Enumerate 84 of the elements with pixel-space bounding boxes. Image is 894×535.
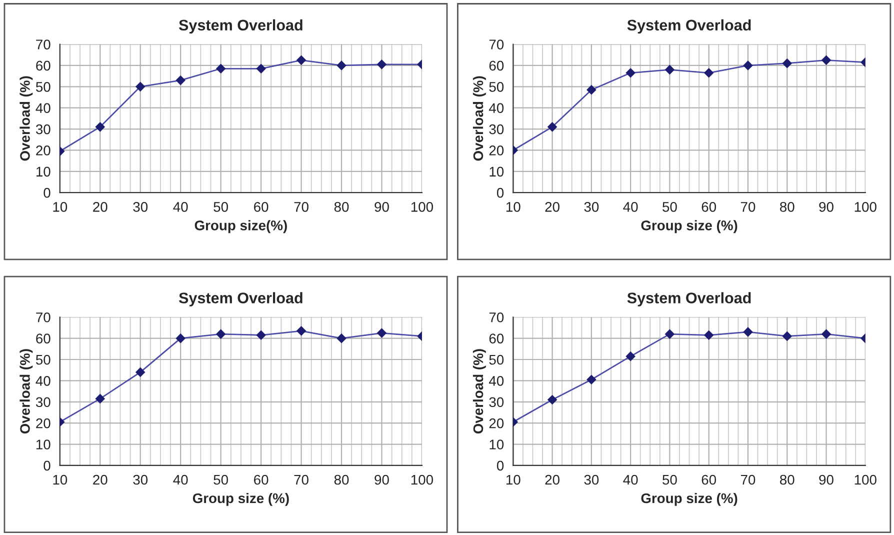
x-tick-label: 20	[545, 474, 560, 485]
x-tick-label: 90	[819, 474, 834, 485]
y-axis-title: Overload (%)	[20, 349, 33, 434]
y-tick-label: 60	[36, 334, 50, 344]
y-tick-label: 0	[496, 460, 504, 471]
x-tick-label: 80	[780, 474, 794, 485]
x-tick-label: 20	[93, 474, 108, 485]
y-tick-label: 10	[36, 440, 50, 450]
x-tick-label: 20	[93, 202, 108, 212]
y-tick-label: 60	[489, 60, 504, 71]
y-tick-label: 40	[36, 103, 50, 114]
y-tick-label: 20	[36, 146, 50, 156]
x-tick-label: 80	[780, 202, 794, 212]
y-tick-label: 20	[489, 418, 504, 428]
x-tick-label: 80	[334, 202, 349, 212]
x-tick-label: 10	[53, 474, 68, 485]
x-tick-label: 50	[662, 202, 677, 212]
x-tick-label: 70	[294, 202, 308, 212]
x-tick-label: 10	[506, 474, 520, 485]
y-axis-title: Overload (%)	[472, 349, 486, 434]
y-tick-label: 70	[36, 312, 50, 322]
y-tick-label: 0	[496, 188, 504, 198]
y-tick-label: 0	[44, 460, 50, 471]
x-tick-label: 40	[623, 474, 638, 485]
x-tick-label: 20	[545, 202, 560, 212]
x-axis-title: Group size (%)	[641, 492, 738, 506]
y-tick-label: 20	[489, 146, 504, 156]
y-tick-label: 20	[36, 418, 50, 428]
x-tick-label: 60	[702, 202, 716, 212]
x-tick-label: 100	[411, 202, 434, 212]
y-tick-label: 10	[490, 166, 504, 177]
y-tick-label: 40	[489, 376, 504, 386]
y-tick-label: 50	[489, 354, 504, 365]
y-tick-label: 10	[490, 440, 504, 450]
x-axis-title: Group size (%)	[192, 492, 289, 506]
x-tick-label: 60	[254, 474, 268, 485]
x-tick-label: 70	[740, 474, 756, 485]
x-tick-label: 30	[584, 474, 599, 485]
x-tick-label: 100	[411, 474, 434, 485]
x-tick-label: 60	[254, 202, 268, 212]
y-tick-label: 60	[36, 60, 50, 71]
y-tick-label: 50	[36, 82, 50, 92]
y-tick-label: 30	[36, 397, 50, 408]
x-axis-title: Group size(%)	[194, 220, 287, 234]
y-axis-title: Overload (%)	[472, 76, 486, 161]
y-tick-label: 70	[489, 312, 504, 322]
chart-title: System Overload	[627, 19, 751, 34]
x-tick-label: 40	[173, 474, 188, 485]
y-tick-label: 10	[36, 166, 50, 177]
x-tick-label: 100	[854, 474, 876, 485]
y-tick-label: 70	[36, 40, 50, 50]
x-tick-label: 10	[53, 202, 68, 212]
y-tick-label: 30	[489, 397, 504, 408]
y-tick-label: 60	[489, 334, 504, 344]
y-tick-label: 0	[44, 188, 50, 198]
x-tick-label: 30	[133, 202, 148, 212]
x-tick-label: 60	[702, 474, 716, 485]
y-tick-label: 70	[489, 40, 504, 50]
x-tick-label: 30	[584, 202, 599, 212]
x-tick-label: 70	[740, 202, 756, 212]
x-tick-label: 40	[173, 202, 188, 212]
chart-title: System Overload	[178, 19, 302, 34]
x-tick-label: 30	[133, 474, 148, 485]
x-tick-label: 10	[506, 202, 520, 212]
y-axis-title: Overload (%)	[20, 76, 33, 161]
y-tick-label: 50	[36, 354, 50, 365]
chart-title: System Overload	[178, 292, 302, 306]
x-axis-title: Group size (%)	[641, 220, 738, 234]
y-tick-label: 30	[36, 124, 50, 134]
x-tick-label: 90	[374, 474, 389, 485]
x-tick-label: 40	[623, 202, 638, 212]
y-tick-label: 30	[489, 124, 504, 134]
x-tick-label: 50	[214, 202, 228, 212]
x-tick-label: 70	[294, 474, 308, 485]
x-tick-label: 100	[854, 202, 876, 212]
x-tick-label: 50	[662, 474, 677, 485]
chart-title: System Overload	[627, 292, 751, 306]
x-tick-label: 50	[214, 474, 228, 485]
x-tick-label: 80	[334, 474, 349, 485]
x-tick-label: 90	[819, 202, 834, 212]
y-tick-label: 40	[36, 376, 50, 386]
y-tick-label: 50	[489, 82, 504, 92]
x-tick-label: 90	[374, 202, 389, 212]
y-tick-label: 40	[489, 103, 504, 114]
